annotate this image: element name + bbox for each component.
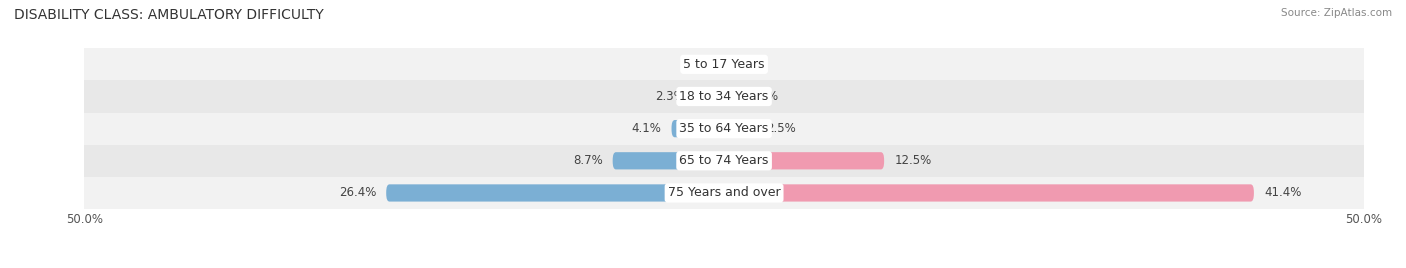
- FancyBboxPatch shape: [724, 184, 1254, 202]
- Bar: [84, 177, 1364, 209]
- Text: 4.1%: 4.1%: [631, 122, 661, 135]
- FancyBboxPatch shape: [387, 184, 724, 202]
- Text: 41.4%: 41.4%: [1264, 187, 1302, 199]
- Text: 18 to 34 Years: 18 to 34 Years: [679, 90, 769, 103]
- FancyBboxPatch shape: [613, 152, 724, 169]
- Bar: [84, 80, 1364, 113]
- FancyBboxPatch shape: [695, 88, 724, 105]
- Text: 35 to 64 Years: 35 to 64 Years: [679, 122, 769, 135]
- Bar: [84, 48, 1364, 80]
- Text: 75 Years and over: 75 Years and over: [668, 187, 780, 199]
- Text: 2.3%: 2.3%: [655, 90, 685, 103]
- Bar: [84, 113, 1364, 145]
- FancyBboxPatch shape: [724, 152, 884, 169]
- Text: 26.4%: 26.4%: [339, 187, 375, 199]
- Text: 2.5%: 2.5%: [766, 122, 796, 135]
- FancyBboxPatch shape: [724, 88, 731, 105]
- Text: Source: ZipAtlas.com: Source: ZipAtlas.com: [1281, 8, 1392, 18]
- FancyBboxPatch shape: [672, 120, 724, 137]
- Text: 0.51%: 0.51%: [741, 90, 778, 103]
- Text: 12.5%: 12.5%: [894, 154, 932, 167]
- Text: 0.0%: 0.0%: [734, 58, 763, 71]
- Text: 8.7%: 8.7%: [572, 154, 603, 167]
- Text: DISABILITY CLASS: AMBULATORY DIFFICULTY: DISABILITY CLASS: AMBULATORY DIFFICULTY: [14, 8, 323, 22]
- Text: 0.0%: 0.0%: [685, 58, 714, 71]
- FancyBboxPatch shape: [724, 120, 756, 137]
- Bar: [84, 145, 1364, 177]
- Text: 65 to 74 Years: 65 to 74 Years: [679, 154, 769, 167]
- Text: 5 to 17 Years: 5 to 17 Years: [683, 58, 765, 71]
